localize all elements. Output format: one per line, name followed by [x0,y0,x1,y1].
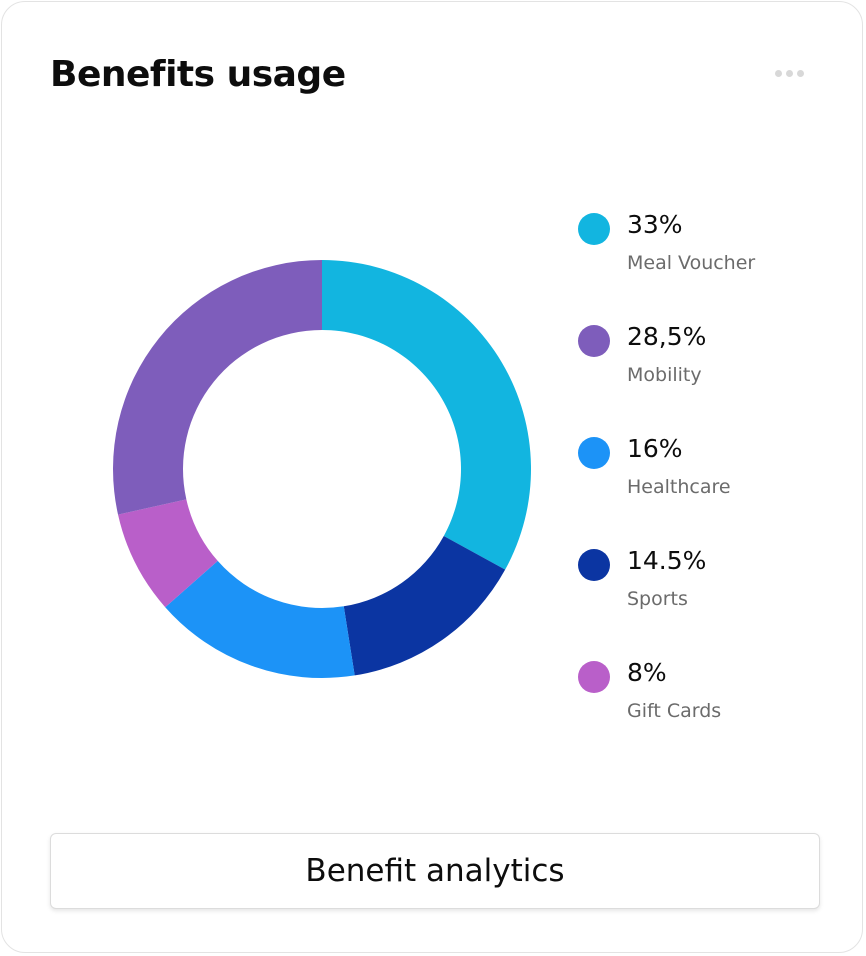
legend-label: Gift Cards [627,700,722,722]
legend-value: 33% [627,210,683,239]
legend-swatch [578,437,610,469]
legend-value: 16% [627,434,683,463]
legend-swatch [578,213,610,245]
menu-dot [786,70,793,77]
legend-value: 14.5% [627,546,707,575]
legend-value: 8% [627,658,667,687]
card-title: Benefits usage [50,54,346,95]
legend-label: Sports [627,588,688,610]
donut-slice-healthcare [165,560,355,678]
legend-label: Mobility [627,364,702,386]
legend-value: 28,5% [627,322,707,351]
legend-label: Healthcare [627,476,731,498]
donut-slice-sports [343,535,506,676]
donut-slice-meal-voucher [322,260,531,570]
legend-swatch [578,661,610,693]
more-horizontal-icon[interactable] [771,66,808,81]
menu-dot [775,70,782,77]
benefit-analytics-button[interactable]: Benefit analytics [50,833,820,909]
donut-slice-mobility [112,260,322,515]
legend-swatch [578,325,610,357]
legend-label: Meal Voucher [627,252,756,274]
donut-slice-gift-cards [118,499,218,608]
menu-dot [797,70,804,77]
donut-chart [112,260,531,678]
legend-swatch [578,549,610,581]
